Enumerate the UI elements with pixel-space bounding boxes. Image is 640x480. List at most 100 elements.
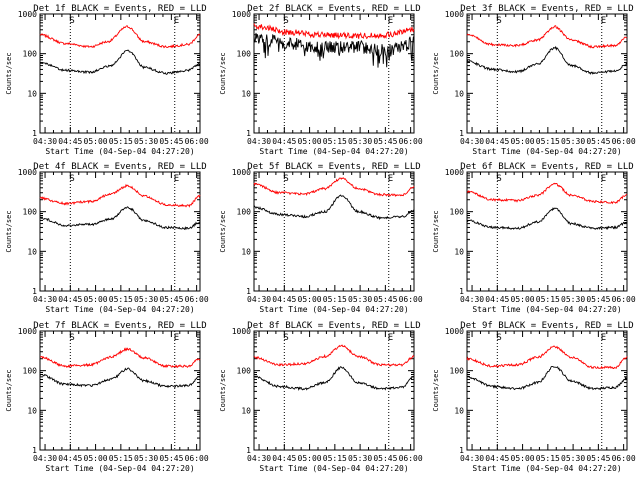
x-tick-label: 05:30 [134,137,158,146]
x-tick-label: 05:00 [511,137,535,146]
x-tick-label: 06:00 [185,454,209,463]
y-tick-label: 100 [237,208,252,217]
x-tick-label: 05:45 [159,137,183,146]
y-tick-label: 10 [27,247,37,256]
y-tick-label: 1000 [445,168,464,177]
x-tick-label: 05:00 [298,137,322,146]
x-tick-label: 05:30 [561,454,585,463]
x-tick-label: 06:00 [399,295,423,304]
x-tick-label: 05:45 [586,295,610,304]
panel-title: Det 7f BLACK = Events, RED = LLD [33,321,206,331]
marker-label: S [496,333,501,343]
y-tick-label: 1 [32,446,37,455]
x-tick-label: 04:45 [272,295,296,304]
y-axis-label: Counts/sec [432,369,440,411]
x-axis-label: Start Time (04-Sep-04 04:27:20) [259,305,408,314]
events-series-line [39,367,201,389]
x-tick-label: 04:45 [485,454,509,463]
y-tick-label: 1 [32,129,37,138]
panel-title: Det 4f BLACK = Events, RED = LLD [33,162,206,172]
x-axis-label: Start Time (04-Sep-04 04:27:20) [45,464,194,473]
x-tick-label: 05:45 [373,295,397,304]
x-tick-label: 06:00 [612,137,636,146]
x-tick-label: 05:30 [561,295,585,304]
detector-panel-5: Det 5f BLACK = Events, RED = LLD Counts/s… [219,162,423,314]
events-series-line [253,32,415,68]
y-tick-label: 100 [23,367,38,376]
x-tick-label: 04:45 [58,295,82,304]
events-series-line [253,366,415,391]
y-tick-label: 1 [459,129,464,138]
x-tick-label: 05:45 [159,295,183,304]
x-tick-label: 05:00 [84,137,108,146]
y-tick-label: 1000 [18,168,37,177]
x-tick-label: 06:00 [612,295,636,304]
y-axis-label: Counts/sec [219,52,227,94]
x-tick-label: 05:30 [348,295,372,304]
y-axis-label: Counts/sec [219,369,227,411]
x-tick-label: 06:00 [612,454,636,463]
x-axis-label: Start Time (04-Sep-04 04:27:20) [259,147,408,156]
y-axis-label: Counts/sec [5,210,13,252]
x-tick-label: 05:00 [298,454,322,463]
y-tick-label: 1 [32,287,37,296]
marker-label: S [283,16,288,26]
x-tick-label: 05:45 [586,137,610,146]
x-tick-label: 04:45 [58,137,82,146]
events-series-line [39,206,201,231]
x-tick-label: 05:30 [561,137,585,146]
y-tick-label: 100 [450,367,465,376]
y-tick-label: 1000 [18,327,37,336]
y-tick-label: 10 [241,247,251,256]
detector-panel-1: Det 1f BLACK = Events, RED = LLD Counts/s… [5,4,209,156]
x-tick-label: 05:15 [109,137,133,146]
marker-label: E [174,333,179,343]
lld-series-line [39,183,201,208]
x-tick-label: 04:45 [272,137,296,146]
y-axis-label: Counts/sec [5,52,13,94]
x-axis-label: Start Time (04-Sep-04 04:27:20) [45,147,194,156]
lld-series-line [40,347,201,369]
x-tick-label: 04:45 [485,137,509,146]
y-axis-label: Counts/sec [432,52,440,94]
panel-title: Det 6f BLACK = Events, RED = LLD [460,162,633,172]
detector-panel-3: Det 3f BLACK = Events, RED = LLD Counts/s… [432,4,636,156]
x-axis-label: Start Time (04-Sep-04 04:27:20) [45,305,194,314]
x-tick-label: 04:30 [247,454,271,463]
x-tick-label: 04:30 [460,454,484,463]
panel-title: Det 3f BLACK = Events, RED = LLD [460,4,633,14]
y-tick-label: 1000 [232,10,251,19]
detector-panel-8: Det 8f BLACK = Events, RED = LLD Counts/s… [219,321,423,473]
lld-series-line [466,25,628,49]
x-tick-label: 05:00 [84,454,108,463]
lld-series-line [253,344,415,367]
detector-panel-7: Det 7f BLACK = Events, RED = LLD Counts/s… [5,321,209,473]
plot-frame [39,171,201,292]
marker-label: E [174,174,179,184]
y-tick-label: 1000 [445,10,464,19]
marker-label: E [388,333,393,343]
panel-title: Det 9f BLACK = Events, RED = LLD [460,321,633,331]
x-tick-label: 05:15 [109,454,133,463]
y-tick-label: 1000 [445,327,464,336]
detector-panel-2: Det 2f BLACK = Events, RED = LLD Counts/s… [219,4,423,156]
plot-frame [253,13,415,134]
x-tick-label: 05:45 [586,454,610,463]
x-tick-label: 05:15 [323,295,347,304]
x-tick-label: 04:30 [247,137,271,146]
plot-frame [39,330,201,451]
y-tick-label: 10 [454,89,464,98]
y-tick-label: 10 [241,406,251,415]
y-tick-label: 1 [459,446,464,455]
x-tick-label: 05:00 [511,454,535,463]
panel-title: Det 1f BLACK = Events, RED = LLD [33,4,206,14]
x-axis-label: Start Time (04-Sep-04 04:27:20) [472,305,621,314]
y-tick-label: 10 [454,247,464,256]
y-tick-label: 10 [454,406,464,415]
x-tick-label: 04:30 [247,295,271,304]
lld-series-line [466,345,628,370]
y-tick-label: 1000 [232,168,251,177]
y-tick-label: 10 [241,89,251,98]
x-tick-label: 05:15 [109,295,133,304]
panel-title: Det 5f BLACK = Events, RED = LLD [247,162,420,172]
